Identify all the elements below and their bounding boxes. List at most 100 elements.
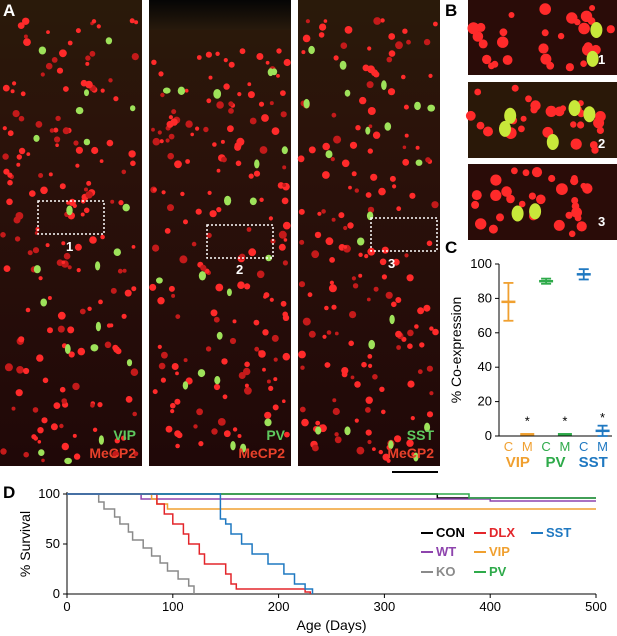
mecp2-nucleus — [244, 283, 251, 290]
mecp2-nucleus — [282, 183, 287, 188]
mecp2-nucleus — [20, 91, 26, 97]
group-label-vip: VIP — [506, 454, 530, 471]
mecp2-nucleus — [259, 197, 264, 202]
mecp2-nucleus — [67, 326, 75, 334]
mecp2-nucleus — [334, 436, 342, 444]
y-axis-title: % Co-expression — [448, 297, 464, 404]
mecp2-nucleus — [344, 26, 353, 34]
mecp2-nucleus — [278, 243, 286, 251]
mecp2-nucleus — [237, 92, 242, 97]
mecp2-nucleus — [331, 112, 337, 118]
interneuron-cell — [75, 107, 84, 115]
mecp2-nucleus — [31, 434, 37, 440]
mecp2-nucleus — [366, 81, 374, 89]
mecp2-nucleus — [4, 363, 13, 372]
mecp2-nucleus — [343, 245, 348, 249]
inset-label-1: 1 — [598, 52, 605, 67]
panel-letter-c: C — [445, 238, 457, 257]
mecp2-nucleus — [45, 243, 50, 248]
mecp2-nucleus — [121, 169, 127, 175]
mecp2-nucleus — [474, 34, 482, 42]
mecp2-nucleus — [423, 38, 431, 46]
interneuron-cell — [40, 298, 47, 307]
mecp2-nucleus — [476, 121, 485, 130]
mecp2-nucleus — [571, 202, 580, 210]
mecp2-nucleus — [229, 337, 237, 345]
interneuron-cell — [357, 237, 365, 246]
mecp2-nucleus — [536, 194, 546, 205]
mecp2-nucleus — [59, 423, 64, 429]
mecp2-nucleus — [496, 213, 504, 222]
mecp2-nucleus — [180, 191, 185, 197]
mecp2-nucleus — [426, 411, 434, 418]
mecp2-nucleus — [333, 135, 342, 144]
mecp2-nucleus — [506, 194, 515, 204]
mecp2-nucleus — [272, 404, 279, 411]
mecp2-nucleus — [185, 120, 193, 128]
mecp2-nucleus — [407, 329, 414, 337]
mecp2-nucleus — [388, 50, 396, 57]
mecp2-nucleus — [151, 59, 157, 65]
mecp2-nucleus — [417, 369, 423, 375]
mecp2-nucleus — [323, 19, 328, 23]
interneuron-cell — [325, 150, 333, 159]
condition-label: C — [504, 439, 513, 454]
mecp2-nucleus — [183, 219, 188, 225]
mecp2-nucleus — [308, 330, 316, 338]
mecp2-nucleus — [354, 381, 361, 388]
mecp2-nucleus — [53, 402, 61, 409]
mecp2-nucleus — [319, 23, 327, 31]
mecp2-nucleus — [299, 406, 306, 413]
mecp2-nucleus — [90, 403, 95, 408]
mecp2-nucleus — [501, 186, 512, 197]
mecp2-nucleus — [431, 201, 439, 209]
mecp2-nucleus — [522, 169, 530, 177]
roi-box-3 — [370, 217, 438, 252]
interneuron-cell — [413, 452, 419, 462]
mecp2-nucleus — [570, 177, 579, 186]
mecp2-nucleus — [596, 126, 605, 134]
mecp2-nucleus — [239, 48, 246, 55]
mecp2-nucleus — [40, 186, 48, 195]
mecp2-nucleus — [22, 17, 30, 25]
interneuron-cell — [546, 134, 559, 150]
mecp2-nucleus — [97, 402, 103, 408]
mecp2-nucleus — [329, 257, 335, 263]
mecp2-nucleus — [59, 183, 66, 190]
mecp2-nucleus — [75, 146, 83, 154]
mecp2-nucleus — [297, 155, 305, 163]
mecp2-nucleus — [321, 209, 326, 214]
mecp2-nucleus — [112, 450, 120, 458]
mecp2-nucleus — [540, 53, 552, 65]
mecp2-nucleus — [3, 168, 10, 175]
mecp2-nucleus — [227, 125, 234, 133]
mecp2-nucleus — [433, 21, 438, 27]
mecp2-nucleus — [482, 54, 492, 65]
mecp2-nucleus — [301, 50, 306, 55]
mecp2-nucleus — [50, 423, 58, 431]
mecp2-nucleus — [538, 43, 549, 54]
interneuron-cell — [389, 314, 395, 325]
mecp2-nucleus — [228, 101, 234, 107]
mecp2-nucleus — [570, 121, 577, 128]
mecp2-nucleus — [49, 128, 55, 133]
mecp2-nucleus — [190, 132, 194, 137]
condition-label: M — [522, 439, 533, 454]
mecp2-nucleus — [315, 420, 321, 426]
interneuron-cell — [344, 426, 351, 436]
interneuron-cell — [344, 89, 351, 97]
survival-line-sst — [67, 493, 314, 594]
mecp2-nucleus — [367, 206, 375, 214]
mecp2-nucleus — [159, 139, 164, 144]
mecp2-nucleus — [554, 106, 565, 117]
interneuron-cell — [83, 138, 91, 146]
legend-label-wt: WT — [436, 544, 456, 559]
mecp2-nucleus — [256, 270, 265, 279]
mecp2-nucleus — [53, 127, 59, 133]
mecp2-nucleus — [184, 88, 189, 93]
interneuron-cell — [499, 120, 511, 137]
mecp2-nucleus — [432, 328, 439, 336]
interneuron-cell — [38, 449, 45, 456]
mecp2-nucleus — [366, 297, 371, 302]
